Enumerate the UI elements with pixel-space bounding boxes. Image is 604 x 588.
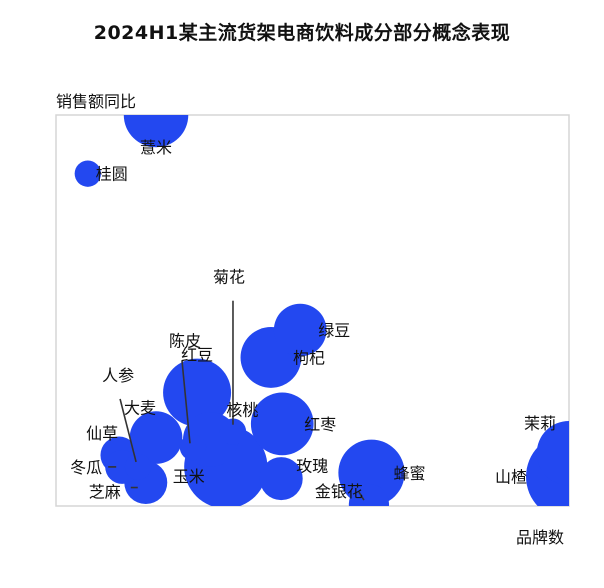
bubble-红枣	[250, 392, 314, 456]
bubble-人参	[124, 453, 152, 481]
bubble-label-冬瓜: 冬瓜	[70, 458, 102, 477]
bubble-label-茉莉: 茉莉	[524, 414, 556, 433]
bubble-label-红枣: 红枣	[304, 415, 336, 434]
x-axis-label: 品牌数	[516, 528, 565, 547]
leader-line-layer	[108, 300, 365, 501]
bubble-label-陈皮: 陈皮	[169, 331, 201, 350]
leader-line-金银花	[358, 491, 365, 501]
leader-line-人参	[119, 398, 137, 463]
bubble-label-枸杞: 枸杞	[293, 348, 325, 367]
bubble-label-桂圆: 桂圆	[96, 165, 128, 184]
bubble-label-山楂: 山楂	[495, 468, 527, 487]
plot-frame	[55, 114, 570, 507]
bubble-label-核桃: 核桃	[226, 401, 258, 420]
chart-title: 2024H1某主流货架电商饮料成分部分概念表现	[93, 22, 511, 44]
bubble-玫瑰	[259, 457, 303, 501]
bubble-label-芝麻: 芝麻	[89, 483, 121, 502]
bubble-layer	[74, 115, 569, 506]
bubble-陈皮	[179, 434, 207, 461]
bubble-桂圆	[74, 160, 101, 187]
bubble-绿豆	[273, 303, 327, 357]
bubble-label-菊花: 菊花	[213, 268, 245, 287]
bubble-薏米	[123, 115, 189, 148]
bubble-大麦	[129, 411, 183, 464]
bubble-label-金银花: 金银花	[315, 482, 363, 501]
bubble-蜂蜜	[338, 439, 405, 506]
bubble-label-仙草: 仙草	[86, 424, 118, 443]
bubble-label-大麦: 大麦	[124, 399, 156, 418]
bubble-红豆	[163, 358, 232, 427]
bubble-label-薏米: 薏米	[140, 138, 172, 157]
bubble-茉莉	[536, 420, 569, 486]
leader-line-陈皮	[181, 360, 191, 444]
bubble-label-玫瑰: 玫瑰	[296, 457, 328, 476]
bubble-label-玉米: 玉米	[173, 467, 205, 486]
bubble-label-人参: 人参	[102, 366, 134, 385]
bubble-金银花	[348, 483, 390, 506]
y-axis-label: 销售额同比	[56, 92, 137, 111]
bubble-label-蜂蜜: 蜂蜜	[393, 464, 425, 483]
bubble-label-绿豆: 绿豆	[318, 321, 350, 340]
bubble-菊花	[219, 418, 247, 445]
bubble-label-红豆: 红豆	[181, 346, 213, 365]
